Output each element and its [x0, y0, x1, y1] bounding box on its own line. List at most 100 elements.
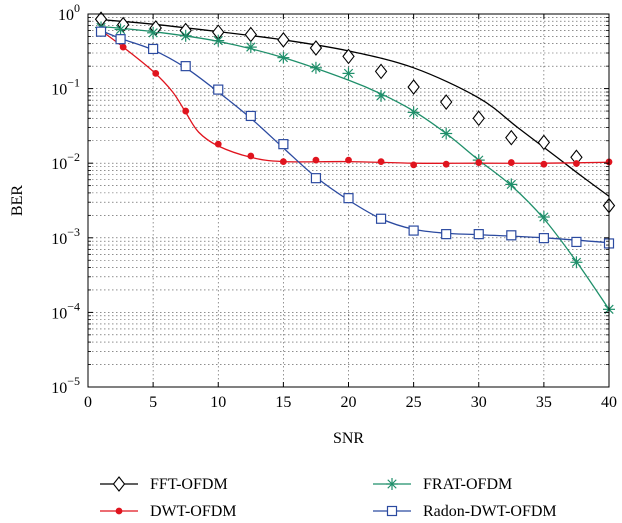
data-point-dwt-ofdm — [119, 43, 127, 51]
data-point-radon-dwt-ofdm — [506, 230, 517, 241]
marker-star-stroke — [115, 24, 126, 35]
data-point-frat-ofdm — [114, 23, 127, 36]
data-point-radon-dwt-ofdm — [473, 229, 484, 240]
y-tick-exponent: −3 — [67, 225, 80, 239]
legend-label: DWT-OFDM — [150, 503, 237, 520]
legend-marker — [386, 505, 398, 517]
y-tick-base: 10 — [51, 305, 67, 322]
marker-dot — [377, 158, 385, 166]
marker-dot — [442, 160, 450, 168]
y-tick-base: 10 — [51, 156, 67, 173]
data-point-fft-ofdm — [309, 40, 323, 56]
y-axis-label: BER — [9, 185, 26, 216]
y-tick-base: 10 — [58, 7, 74, 24]
data-point-radon-dwt-ofdm — [441, 229, 452, 240]
y-tick-exponent: −4 — [67, 299, 80, 313]
marker-star-stroke — [539, 212, 549, 222]
marker-dot — [345, 156, 352, 164]
x-tick-label: 20 — [341, 394, 357, 411]
y-tick-label: 10−1 — [51, 76, 80, 99]
data-point-frat-ofdm — [375, 89, 388, 102]
series-line-radon-dwt-ofdm — [100, 29, 610, 244]
data-point-dwt-ofdm — [377, 158, 385, 166]
data-point-fft-ofdm — [342, 48, 355, 65]
marker-star-stroke — [387, 479, 397, 489]
data-point-dwt-ofdm — [540, 160, 548, 168]
data-point-frat-ofdm — [537, 211, 550, 224]
marker-star-stroke — [571, 257, 582, 267]
x-tick-label: 40 — [601, 394, 617, 411]
data-point-radon-dwt-ofdm — [408, 225, 419, 236]
data-point-fft-ofdm — [505, 129, 518, 146]
legend-label: Radon-DWT-OFDM — [423, 503, 557, 520]
data-point-frat-ofdm — [179, 29, 192, 42]
marker-star-stroke — [246, 42, 256, 52]
marker-star-stroke — [148, 28, 158, 38]
y-tick-base: 10 — [51, 380, 67, 397]
legend: FFT-OFDM FRAT-OFDM DWT-OFDM Radon-DWT-OFDM — [100, 476, 557, 520]
legend-marker — [115, 507, 123, 515]
legend-item-frat-ofdm: FRAT-OFDM — [373, 476, 512, 493]
data-point-radon-dwt-ofdm — [115, 34, 126, 45]
legend-label: FFT-OFDM — [150, 476, 228, 493]
data-point-fft-ofdm — [374, 63, 388, 80]
data-point-dwt-ofdm — [507, 159, 515, 166]
marker-star-stroke — [441, 128, 451, 139]
y-tick-exponent: −5 — [67, 374, 80, 388]
data-point-radon-dwt-ofdm — [375, 213, 387, 224]
marker-star-stroke — [181, 31, 191, 41]
legend-marker — [386, 478, 398, 490]
data-point-frat-ofdm — [440, 127, 453, 140]
marker-dot — [540, 160, 548, 168]
legend-item-fft-ofdm: FFT-OFDM — [100, 476, 228, 493]
data-point-frat-ofdm — [147, 26, 160, 39]
marker-dot — [152, 69, 160, 77]
marker-dot — [115, 507, 123, 515]
data-point-radon-dwt-ofdm — [571, 236, 582, 248]
marker-star-stroke — [506, 179, 516, 190]
y-tick-label: 10−3 — [51, 225, 80, 248]
data-point-radon-dwt-ofdm — [213, 84, 224, 95]
y-tick-base: 10 — [51, 231, 67, 248]
data-point-frat-ofdm — [342, 67, 355, 80]
y-tick-label: 10−2 — [51, 150, 80, 173]
data-point-fft-ofdm — [244, 26, 258, 43]
marker-dot — [119, 43, 127, 51]
x-tick-label: 35 — [536, 394, 552, 411]
data-point-dwt-ofdm — [442, 160, 450, 168]
data-point-dwt-ofdm — [312, 156, 320, 164]
data-point-frat-ofdm — [505, 178, 518, 191]
data-point-dwt-ofdm — [214, 140, 222, 148]
y-tick-label: 100 — [58, 1, 80, 24]
data-point-fft-ofdm — [472, 110, 485, 127]
series-line-dwt-ofdm — [100, 30, 610, 164]
legend-marker — [112, 476, 126, 492]
data-point-radon-dwt-ofdm — [180, 61, 191, 72]
marker-star-stroke — [376, 91, 386, 101]
marker-dot — [279, 158, 287, 166]
x-tick-label: 0 — [84, 394, 92, 411]
x-axis-label: SNR — [333, 430, 364, 447]
marker-dot — [410, 161, 418, 169]
data-point-frat-ofdm — [570, 256, 583, 269]
data-point-frat-ofdm — [277, 51, 290, 64]
marker-dot — [312, 156, 320, 164]
data-point-dwt-ofdm — [247, 152, 255, 160]
data-point-dwt-ofdm — [345, 156, 352, 164]
x-tick-label: 10 — [210, 394, 226, 411]
marker-dot — [247, 152, 255, 160]
y-tick-exponent: 0 — [74, 1, 80, 15]
data-point-fft-ofdm — [439, 94, 453, 110]
marker-dot — [214, 140, 222, 148]
data-point-radon-dwt-ofdm — [278, 139, 289, 150]
marker-star-stroke — [343, 68, 354, 79]
data-point-fft-ofdm — [537, 134, 551, 151]
data-point-frat-ofdm — [407, 106, 420, 119]
marker-star-stroke — [311, 63, 321, 73]
data-point-frat-ofdm — [212, 34, 225, 47]
series-line-fft-ofdm — [100, 19, 610, 197]
legend-item-dwt-ofdm: DWT-OFDM — [100, 503, 237, 520]
y-tick-label: 10−4 — [51, 299, 80, 322]
